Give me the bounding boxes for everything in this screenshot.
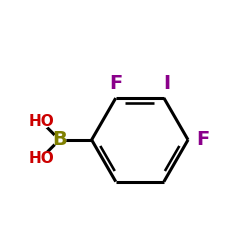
Ellipse shape	[162, 78, 171, 89]
Text: HO: HO	[28, 151, 54, 166]
Text: B: B	[52, 130, 67, 149]
Ellipse shape	[32, 114, 50, 128]
Text: I: I	[163, 74, 170, 93]
Ellipse shape	[53, 134, 66, 146]
Ellipse shape	[197, 134, 208, 145]
Ellipse shape	[32, 151, 50, 165]
Text: F: F	[109, 74, 122, 93]
Text: F: F	[196, 130, 209, 149]
Text: HO: HO	[28, 114, 54, 129]
Ellipse shape	[110, 78, 121, 89]
